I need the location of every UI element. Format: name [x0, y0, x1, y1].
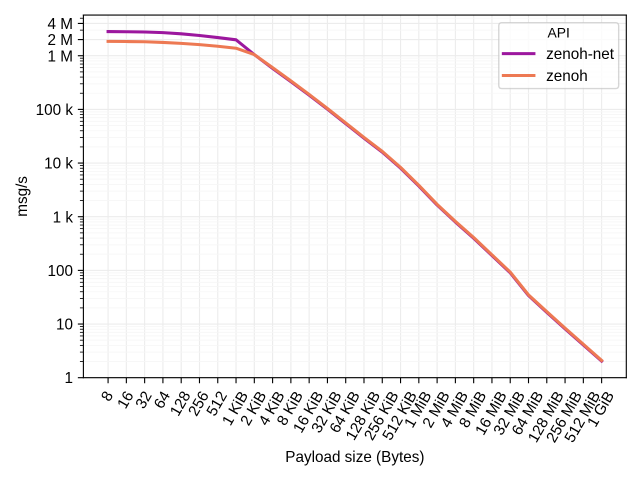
- svg-text:4 M: 4 M: [48, 16, 73, 33]
- svg-text:Payload size (Bytes): Payload size (Bytes): [285, 449, 424, 466]
- svg-text:10 k: 10 k: [44, 156, 73, 173]
- svg-text:64: 64: [151, 388, 174, 412]
- svg-text:zenoh-net: zenoh-net: [546, 46, 615, 63]
- svg-text:32: 32: [133, 389, 156, 412]
- svg-text:1 k: 1 k: [53, 209, 74, 226]
- svg-text:100: 100: [47, 263, 72, 280]
- svg-text:1 M: 1 M: [48, 48, 73, 65]
- svg-text:1: 1: [64, 370, 73, 387]
- svg-text:msg/s: msg/s: [14, 176, 31, 217]
- svg-text:10: 10: [56, 317, 73, 334]
- svg-text:zenoh: zenoh: [546, 68, 588, 85]
- svg-text:2 M: 2 M: [48, 32, 73, 49]
- svg-text:16: 16: [114, 389, 137, 412]
- svg-text:100 k: 100 k: [36, 102, 74, 119]
- svg-text:API: API: [548, 24, 570, 40]
